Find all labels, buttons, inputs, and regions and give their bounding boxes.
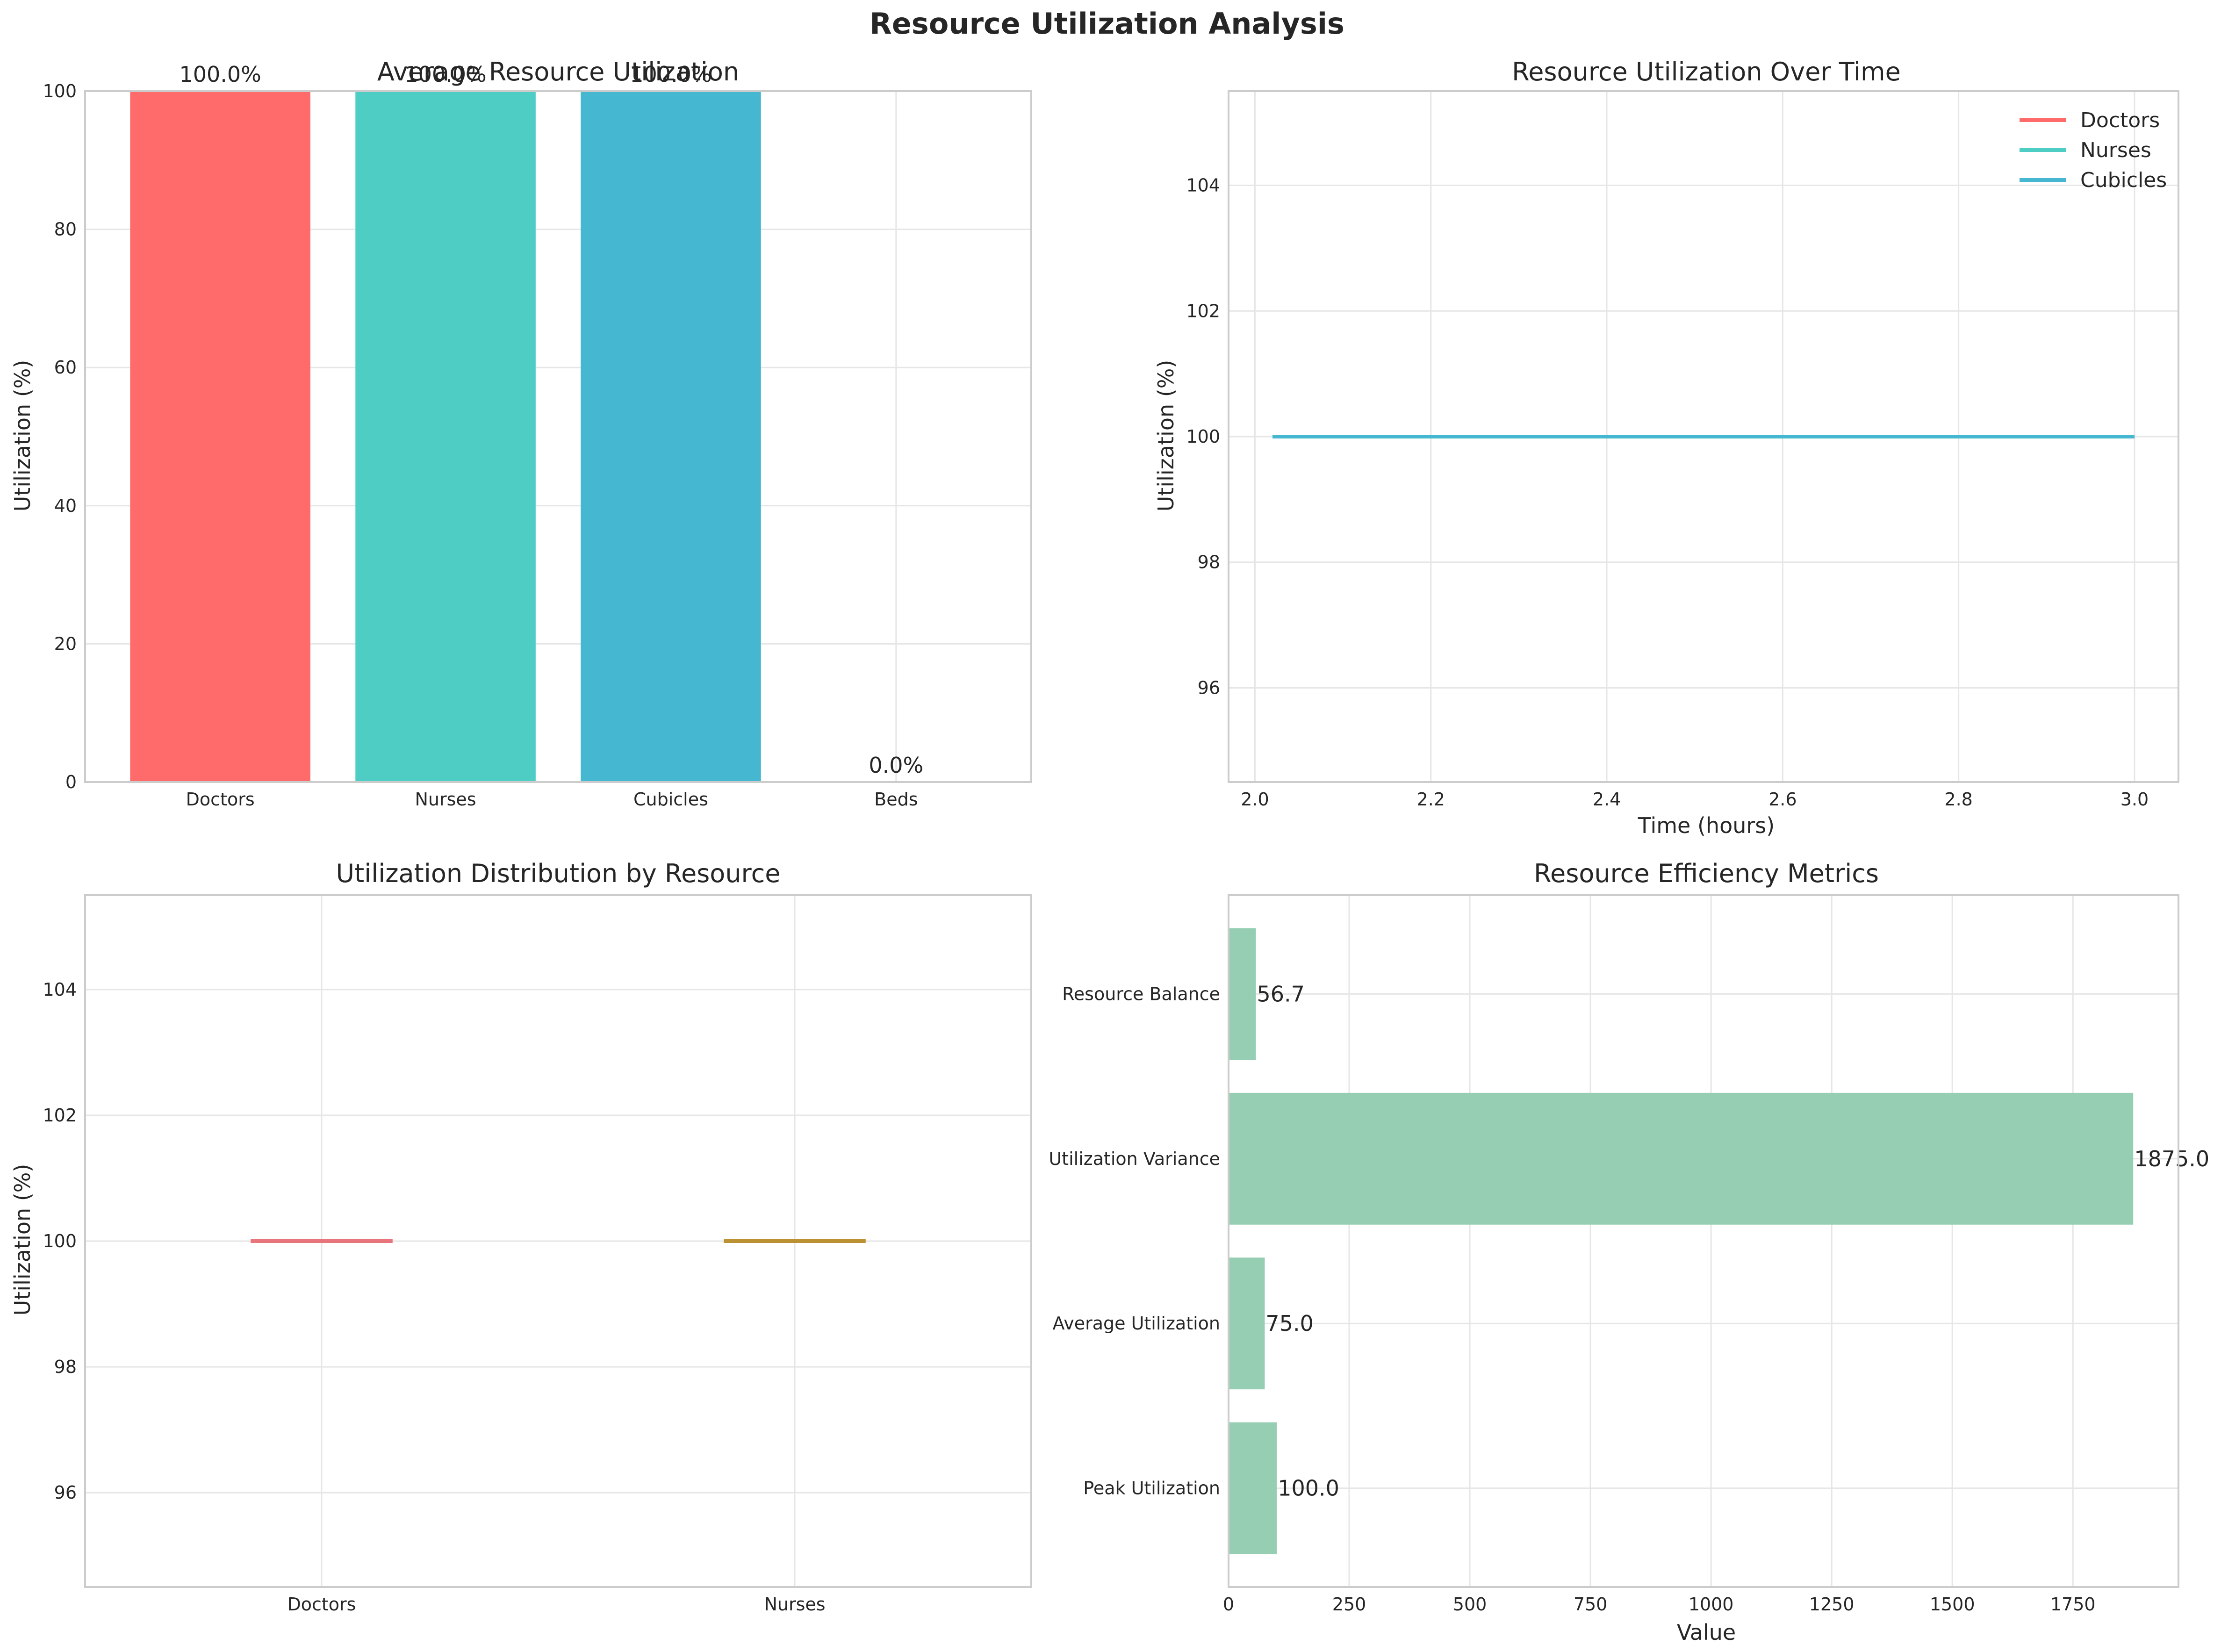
y-tick-label: Resource Balance [1062,984,1220,1004]
x-tick-label: Nurses [764,1594,825,1615]
metric-bar-resource-balance [1229,928,1256,1060]
panel-utilization-distribution-title: Utilization Distribution by Resource [336,859,781,888]
x-tick-label: Doctors [186,789,255,810]
value-label: 100.0% [179,62,261,87]
x-tick-label: Cubicles [633,789,708,810]
x-tick-label: Nurses [415,789,476,810]
y-tick-label: 98 [1198,552,1220,573]
y-tick-label: 80 [54,219,77,240]
x-tick-label: 2.0 [1241,789,1269,810]
value-label: 1875.0 [2134,1146,2209,1171]
value-label: 75.0 [1265,1311,1313,1336]
y-tick-label: 100 [43,1231,77,1251]
panel-utilization-over-time: Resource Utilization Over Time Time (hou… [1153,57,2179,838]
x-tick-label: 750 [1574,1594,1608,1615]
y-tick-label: Average Utilization [1052,1313,1220,1334]
panel-efficiency-metrics-xlabel: Value [1677,1620,1736,1645]
x-tick-label: Doctors [288,1594,356,1615]
legend-label-nurses: Nurses [2080,138,2151,162]
x-tick-label: 1000 [1689,1594,1734,1615]
x-tick-label: 1500 [1930,1594,1975,1615]
y-tick-label: 100 [1186,426,1220,447]
metric-bar-peak-utilization [1229,1422,1277,1554]
x-tick-label: 1250 [1809,1594,1855,1615]
panel-average-utilization: Average Resource Utilization Utilization… [10,57,1032,810]
y-tick-label: 100 [43,81,77,101]
x-tick-label: 0 [1223,1594,1234,1615]
y-tick-label: 20 [54,633,77,654]
panel-utilization-over-time-title: Resource Utilization Over Time [1512,57,1901,86]
legend-label-doctors: Doctors [2080,108,2160,132]
x-tick-label: 2.2 [1417,789,1445,810]
x-tick-label: 3.0 [2121,789,2149,810]
metric-bar-average-utilization [1229,1257,1265,1390]
panel-average-utilization-ylabel: Utilization (%) [10,360,35,512]
y-tick-label: Utilization Variance [1049,1149,1220,1169]
bar-nurses [355,91,536,782]
bar-doctors [130,91,310,782]
y-tick-label: 96 [54,1482,77,1503]
value-label: 100.0 [1278,1476,1339,1501]
value-label: 100.0% [404,62,486,87]
x-tick-label: 2.4 [1593,789,1621,810]
panel-utilization-over-time-xlabel: Time (hours) [1638,813,1775,838]
value-label: 100.0% [630,62,712,87]
x-tick-label: 500 [1453,1594,1487,1615]
y-tick-label: 102 [1186,301,1220,321]
figure-suptitle: Resource Utilization Analysis [870,7,1344,41]
legend-label-cubicles: Cubicles [2080,168,2167,192]
x-tick-label: 250 [1332,1594,1366,1615]
panel-average-utilization-frame [84,90,1032,783]
bar-cubicles [581,91,761,782]
y-tick-label: 96 [1198,677,1220,698]
y-tick-label: 0 [65,772,77,792]
x-tick-label: 2.8 [1944,789,1972,810]
metric-bar-utilization-variance [1229,1092,2134,1225]
panel-efficiency-metrics-title: Resource Efficiency Metrics [1534,859,1879,888]
panel-utilization-over-time-frame [1228,90,2179,783]
y-tick-label: 104 [1186,175,1220,196]
y-tick-label: 98 [54,1357,77,1377]
panel-utilization-distribution-frame [84,894,1032,1588]
value-label: 0.0% [869,753,923,778]
y-tick-label: 60 [54,357,77,378]
panel-efficiency-metrics-frame [1228,894,2179,1588]
panel-utilization-distribution: Utilization Distribution by Resource Uti… [10,859,1032,1615]
y-tick-label: 40 [54,496,77,516]
panel-average-utilization-title: Average Resource Utilization [377,57,739,86]
y-tick-label: Peak Utilization [1083,1478,1220,1499]
x-tick-label: 2.6 [1768,789,1797,810]
y-tick-label: 102 [43,1105,77,1126]
panel-utilization-distribution-ylabel: Utilization (%) [10,1164,35,1316]
value-label: 56.7 [1257,981,1305,1006]
y-tick-label: 104 [43,979,77,1000]
x-tick-label: 1750 [2050,1594,2096,1615]
panel-utilization-over-time-ylabel: Utilization (%) [1153,360,1179,512]
x-tick-label: Beds [874,789,918,810]
panel-efficiency-metrics: Resource Efficiency Metrics Value 0 250 50… [1049,859,2209,1645]
